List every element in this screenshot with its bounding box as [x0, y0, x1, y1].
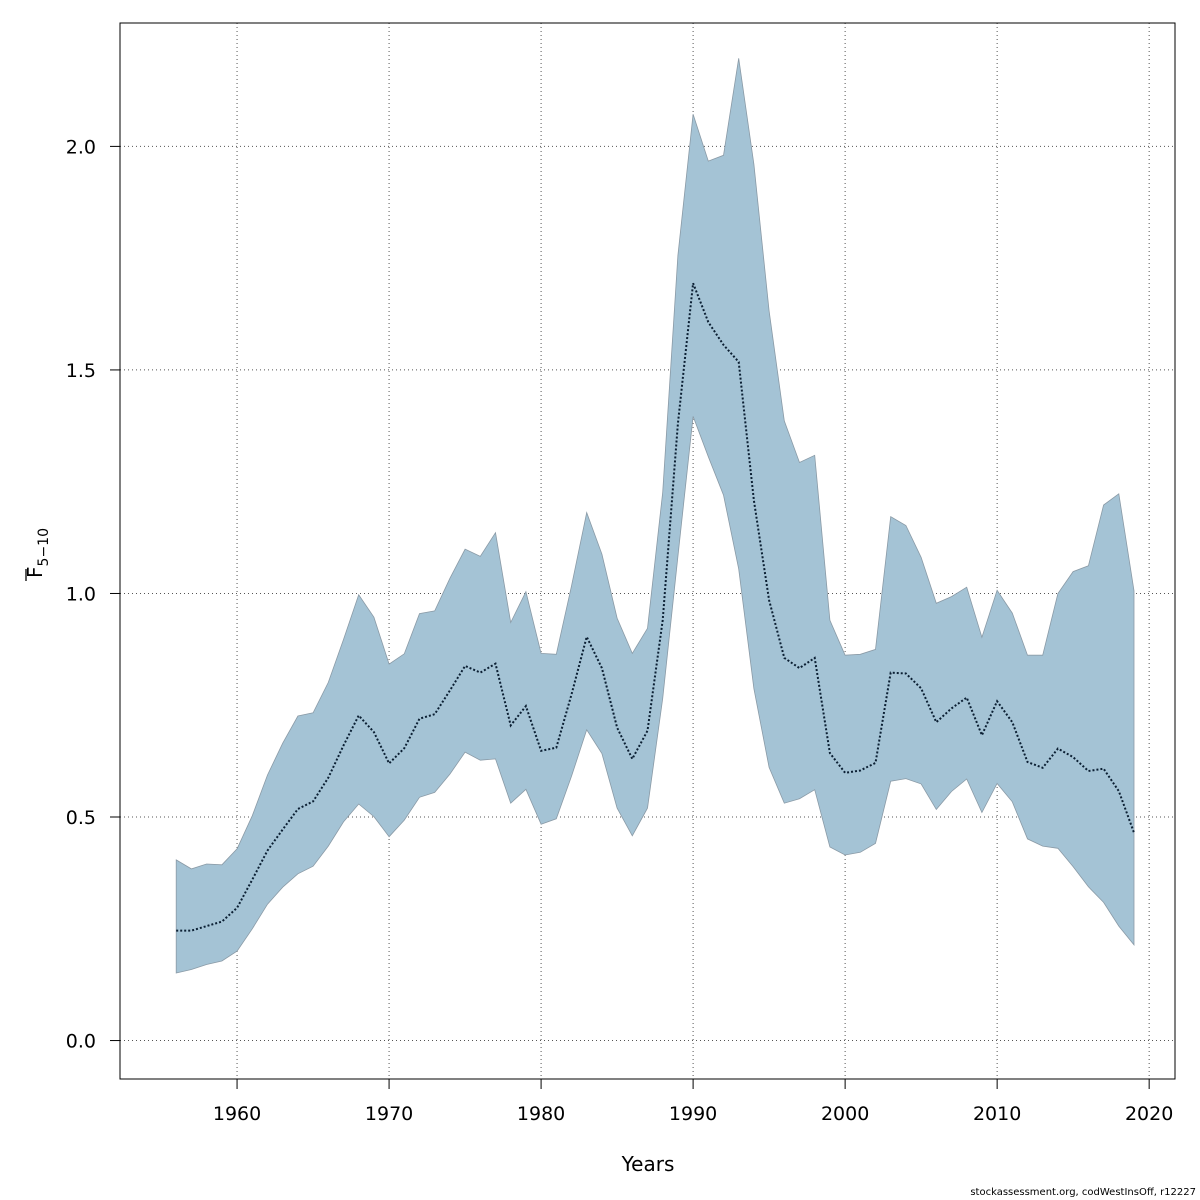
- plot-frame: [119, 22, 1176, 1080]
- estimate-line: [176, 282, 1135, 932]
- y-axis-title-main: F: [23, 566, 47, 578]
- confidence-band: [175, 58, 1135, 974]
- x-tick-label: 1990: [669, 1103, 717, 1125]
- y-tick-label: 1.5: [66, 360, 96, 382]
- grid-lines: [120, 23, 1175, 1079]
- y-tick-label: 0.0: [66, 1031, 96, 1053]
- y-tick-label: 1.0: [66, 583, 96, 605]
- svg-text:F5−10: F5−10: [23, 528, 52, 578]
- x-axis: 1960 1970 1980 1990 2000 2010 2020: [213, 1079, 1173, 1125]
- y-tick-label: 0.5: [66, 807, 96, 829]
- y-axis-title: F5−10: [23, 528, 52, 581]
- y-axis: 0.0 0.5 1.0 1.5 2.0: [66, 136, 120, 1053]
- x-tick-label: 1980: [517, 1103, 565, 1125]
- footer-credit: stockassessment.org, codWestInsOff, r122…: [970, 1187, 1196, 1198]
- x-tick-label: 2010: [973, 1103, 1021, 1125]
- x-tick-label: 2020: [1125, 1103, 1173, 1125]
- x-axis-title: Years: [621, 1152, 675, 1176]
- x-tick-label: 2000: [821, 1103, 869, 1125]
- y-axis-title-sub: 5−10: [36, 528, 52, 566]
- y-tick-label: 2.0: [66, 136, 96, 158]
- x-tick-label: 1970: [365, 1103, 413, 1125]
- x-tick-label: 1960: [213, 1103, 261, 1125]
